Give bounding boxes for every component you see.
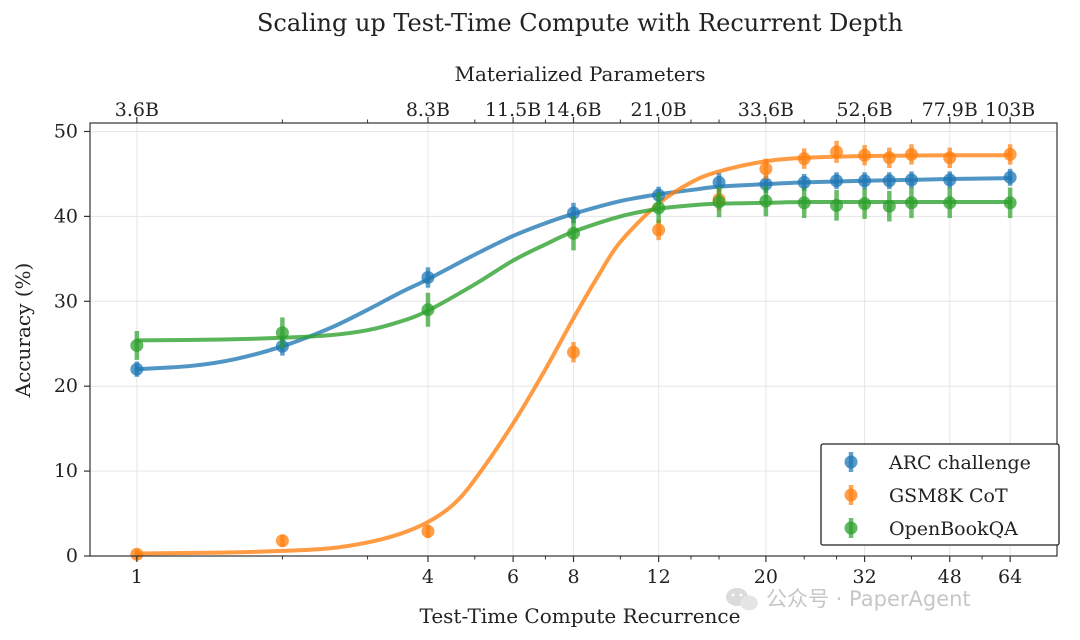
data-point-gsm8k-cot: [1003, 147, 1017, 161]
data-point-arc-challenge: [904, 173, 918, 187]
data-point-gsm8k-cot: [759, 162, 773, 176]
top-axis-tick-label: 52.6B: [836, 99, 892, 121]
data-point-arc-challenge: [882, 174, 896, 188]
top-axis-tick-label: 103B: [985, 99, 1035, 121]
data-point-openbookqa: [943, 196, 957, 210]
top-axis-tick-label: 33.6B: [738, 99, 794, 121]
legend-marker-gsm8k-cot: [844, 488, 858, 502]
data-point-gsm8k-cot: [858, 148, 872, 162]
x-tick-label: 64: [998, 566, 1022, 588]
legend-marker-openbookqa: [844, 521, 858, 535]
data-point-openbookqa: [567, 226, 580, 240]
data-point-gsm8k-cot: [567, 345, 580, 359]
data-point-gsm8k-cot: [882, 151, 896, 165]
watermark-text: 公众号 · PaperAgent: [766, 587, 971, 611]
data-point-gsm8k-cot: [797, 152, 811, 166]
data-point-arc-challenge: [712, 175, 726, 189]
data-point-openbookqa: [759, 194, 773, 208]
axes: 0 10 20 30 40 50 1 4 6 8 12 20 32 48 64 3.6B 8.3B 11.5B 14…: [54, 99, 1035, 588]
x-tick-label: 1: [131, 566, 143, 588]
data-point-gsm8k-cot: [830, 145, 844, 159]
top-axis-tick-label: 21.0B: [630, 99, 686, 121]
x-tick-label: 4: [422, 566, 434, 588]
data-point-openbookqa: [882, 199, 896, 213]
x-axis-label: Test-Time Compute Recurrence: [420, 604, 741, 628]
data-point-gsm8k-cot: [130, 547, 144, 561]
y-tick-label: 0: [66, 545, 78, 567]
top-axis-tick-label: 3.6B: [115, 99, 159, 121]
legend: ARC challenge GSM8K CoT OpenBookQA: [820, 443, 1060, 546]
data-marks: [130, 140, 1017, 561]
x-tick-label: 32: [853, 566, 877, 588]
chart-title: Scaling up Test-Time Compute with Recurr…: [257, 9, 903, 37]
legend-label-arc-challenge: ARC challenge: [888, 452, 1031, 474]
data-point-openbookqa: [275, 326, 289, 340]
y-axis-label: Accuracy (%): [11, 263, 35, 399]
data-point-gsm8k-cot: [275, 534, 289, 548]
data-point-gsm8k-cot: [652, 223, 666, 237]
data-point-arc-challenge: [858, 174, 872, 188]
top-axis-tick-label: 77.9B: [922, 99, 978, 121]
y-tick-label: 30: [54, 290, 78, 312]
top-axis-tick-label: 8.3B: [406, 99, 450, 121]
data-point-arc-challenge: [943, 173, 957, 187]
legend-label-gsm8k-cot: GSM8K CoT: [889, 485, 1008, 507]
data-point-arc-challenge: [421, 271, 435, 285]
top-axis-tick-label: 11.5B: [485, 99, 541, 121]
data-point-openbookqa: [130, 338, 144, 352]
data-point-arc-challenge: [759, 177, 773, 191]
data-point-openbookqa: [858, 197, 872, 211]
data-point-gsm8k-cot: [904, 147, 918, 161]
wechat-logo-icon: [726, 588, 758, 611]
data-point-openbookqa: [830, 198, 844, 212]
x-tick-label: 6: [507, 566, 519, 588]
y-tick-label: 40: [54, 205, 78, 227]
data-point-arc-challenge: [130, 362, 144, 376]
data-point-arc-challenge: [797, 175, 811, 189]
y-tick-label: 20: [54, 375, 78, 397]
y-tick-label: 50: [54, 120, 78, 142]
fit-curve-gsm8k-cot: [134, 153, 1013, 556]
data-point-openbookqa: [797, 196, 811, 210]
data-point-gsm8k-cot: [943, 151, 957, 165]
x-tick-label: 48: [938, 566, 962, 588]
top-axis-tick-label: 14.6B: [545, 99, 601, 121]
data-point-openbookqa: [1003, 196, 1017, 210]
data-point-openbookqa: [421, 303, 435, 317]
data-point-arc-challenge: [1003, 170, 1017, 184]
data-point-arc-challenge: [830, 174, 844, 188]
data-point-openbookqa: [712, 195, 726, 209]
top-axis-label: Materialized Parameters: [455, 62, 706, 86]
data-point-openbookqa: [904, 196, 918, 210]
data-point-gsm8k-cot: [421, 524, 435, 538]
x-tick-label: 12: [647, 566, 671, 588]
legend-label-openbookqa: OpenBookQA: [889, 518, 1018, 540]
data-point-arc-challenge: [567, 206, 580, 220]
x-tick-label: 8: [567, 566, 579, 588]
legend-box: [820, 443, 1060, 546]
y-tick-label: 10: [54, 460, 78, 482]
legend-marker-arc-challenge: [844, 455, 858, 469]
x-tick-label: 20: [754, 566, 778, 588]
data-point-openbookqa: [652, 201, 666, 215]
